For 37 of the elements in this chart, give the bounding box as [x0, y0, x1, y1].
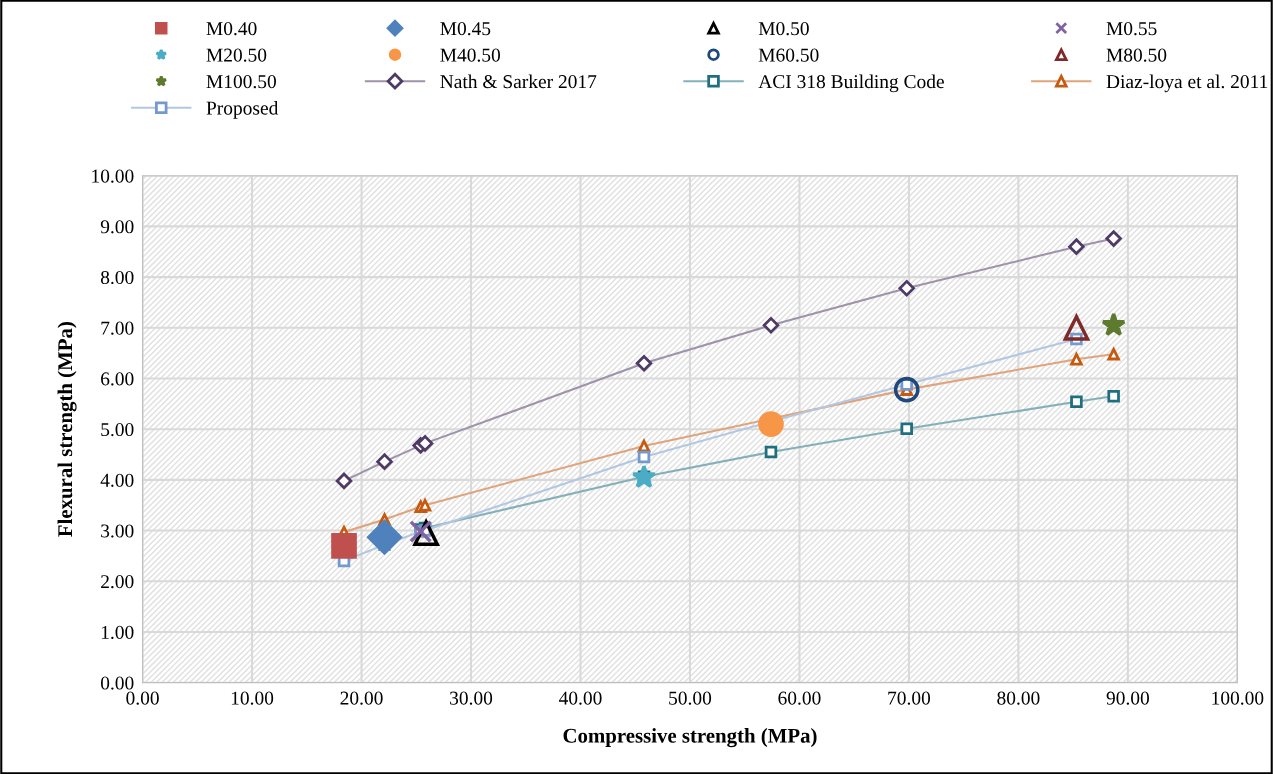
x-tick-label: 0.00	[126, 691, 159, 705]
legend-label: Proposed	[206, 100, 279, 119]
y-tick-label: 10.00	[92, 169, 134, 183]
legend-label: M0.45	[440, 22, 491, 36]
legend-label: M40.50	[440, 48, 501, 62]
legend-label: M0.55	[1106, 22, 1157, 36]
y-tick-label: 8.00	[100, 270, 134, 285]
y-tick-label: 1.00	[101, 625, 134, 639]
legend-label: M0.40	[206, 22, 257, 36]
x-tick-label: 10.00	[231, 691, 274, 705]
y-tick-label: 9.00	[100, 220, 134, 234]
legend-label: M20.50	[206, 48, 267, 62]
x-tick-label: 20.00	[340, 691, 383, 705]
x-tick-label: 30.00	[450, 691, 493, 705]
x-tick-label: 50.00	[669, 691, 712, 705]
legend-label: M60.50	[758, 48, 819, 62]
legend-label: M100.50	[206, 75, 276, 89]
y-tick-label: 3.00	[101, 524, 134, 538]
y-tick-label: 7.00	[101, 321, 134, 335]
x-tick-label: 80.00	[997, 691, 1040, 705]
y-tick-label: 2.00	[101, 575, 134, 589]
legend-label: M80.50	[1106, 48, 1167, 62]
legend-label: ACI 318 Building Code	[758, 74, 944, 93]
y-tick-label: 6.00	[101, 372, 134, 386]
y-tick-label: 0.00	[100, 676, 134, 690]
legend-label: Diaz-loya et al. 2011	[1106, 74, 1268, 93]
y-tick-label: 4.00	[100, 473, 134, 487]
x-tick-label: 90.00	[1106, 691, 1150, 705]
x-tick-label: 100.00	[1212, 691, 1264, 705]
x-tick-label: 40.00	[558, 691, 602, 705]
legend-label: Nath & Sarker 2017	[440, 74, 597, 89]
x-tick-label: 70.00	[888, 691, 931, 705]
legend-label: M0.50	[758, 22, 809, 36]
x-tick-label: 60.00	[778, 691, 821, 705]
x-axis-title: Compressive strength (MPa)	[563, 728, 817, 748]
y-tick-label: 5.00	[101, 423, 134, 437]
y-axis-title: Flexural strength (MPa)	[57, 322, 77, 537]
